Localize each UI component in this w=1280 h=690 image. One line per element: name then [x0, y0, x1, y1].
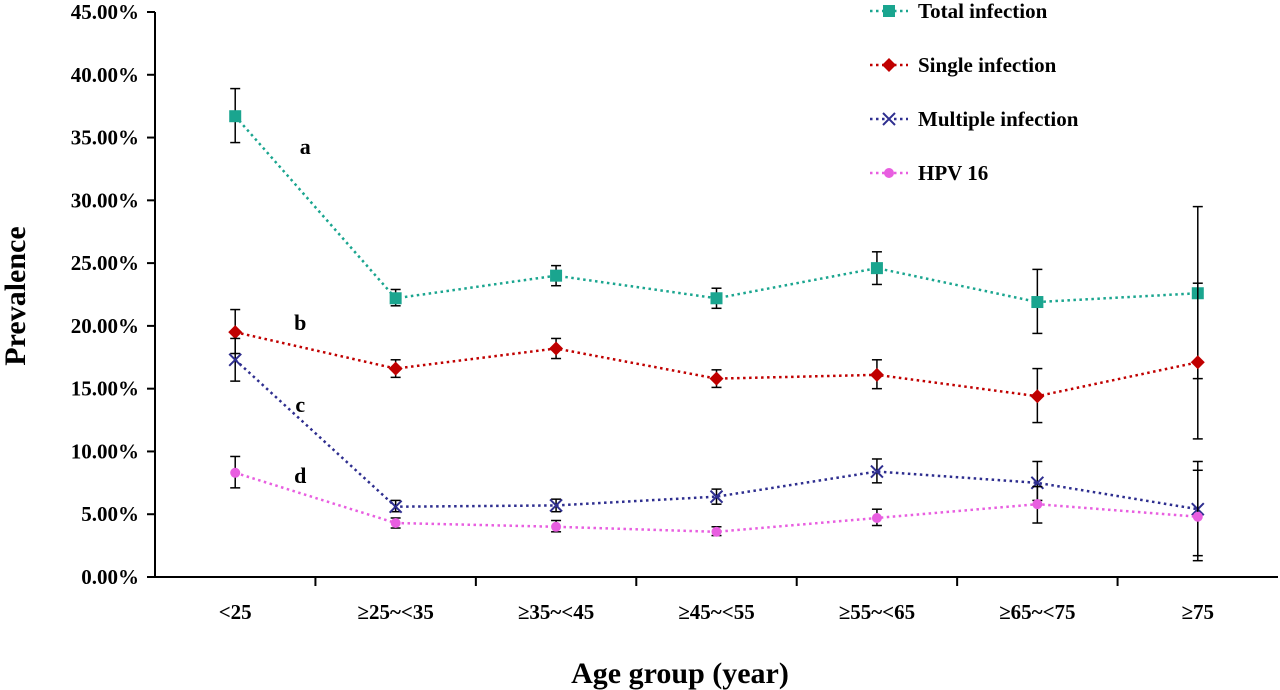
data-point	[1192, 511, 1203, 522]
data-point	[549, 498, 563, 513]
legend: Total infection Single infection Multiple …	[870, 0, 1079, 185]
annotation-d: d	[294, 463, 306, 488]
legend-item: Single infection	[870, 53, 1057, 77]
annotation-c: c	[295, 392, 305, 417]
data-point	[870, 262, 883, 275]
y-tick-label: 10.00%	[71, 439, 139, 463]
x-tick-label: ≥65~<75	[999, 600, 1075, 624]
data-point	[388, 499, 403, 514]
x-axis-title: Age group (year)	[571, 657, 789, 690]
series-hpv-16	[230, 455, 1203, 562]
data-point	[228, 353, 242, 367]
annotation-a: a	[300, 134, 311, 159]
series-single-infection	[228, 282, 1205, 440]
data-point	[869, 367, 884, 382]
legend-marker	[883, 5, 895, 17]
y-tick-label: 25.00%	[71, 251, 139, 275]
y-tick-label: 0.00%	[81, 565, 139, 589]
y-tick-label: 40.00%	[71, 63, 139, 87]
y-tick-label: 35.00%	[71, 126, 139, 150]
legend-label: Single infection	[918, 53, 1057, 77]
data-point	[870, 464, 884, 479]
annotation-b: b	[294, 310, 306, 335]
x-tick-label: ≥25~<35	[357, 600, 433, 624]
series-total-infection	[229, 87, 1204, 380]
data-point	[1031, 296, 1044, 309]
data-point	[388, 361, 403, 376]
y-axis-ticks: 0.00% 5.00% 10.00% 15.00% 20.00% 25.00% 30.00%…	[71, 0, 155, 589]
legend-item: Total infection	[870, 0, 1048, 23]
y-tick-label: 30.00%	[71, 188, 139, 212]
data-point	[230, 467, 241, 478]
x-axis-ticks: <25 ≥25~<35 ≥35~<45 ≥45~<55 ≥55~<65 ≥65~<75 ≥7…	[219, 577, 1214, 624]
data-point	[871, 512, 882, 523]
y-tick-label: 45.00%	[71, 0, 139, 24]
data-point	[1030, 389, 1045, 404]
data-point	[1032, 499, 1043, 510]
data-point	[709, 371, 724, 386]
x-tick-label: ≥45~<55	[678, 600, 754, 624]
data-point	[551, 521, 562, 532]
series-layer	[228, 87, 1205, 562]
data-point	[390, 518, 401, 529]
curve-annotations: a b c d	[294, 134, 311, 488]
y-tick-label: 5.00%	[81, 502, 139, 526]
data-point	[228, 325, 243, 340]
x-tick-label: ≥35~<45	[518, 600, 594, 624]
data-point	[549, 341, 564, 356]
legend-marker	[882, 112, 896, 126]
x-tick-label: <25	[219, 600, 252, 624]
data-point	[550, 269, 563, 282]
legend-item: Multiple infection	[870, 107, 1079, 131]
legend-label: Total infection	[918, 0, 1048, 23]
x-tick-label: ≥55~<65	[839, 600, 915, 624]
y-axis-title: Prevalence	[0, 226, 32, 365]
series-line	[234, 115, 1198, 304]
data-point	[229, 110, 242, 123]
legend-marker	[884, 168, 894, 178]
legend-label: HPV 16	[918, 161, 988, 185]
y-tick-label: 15.00%	[71, 377, 139, 401]
data-point	[389, 292, 402, 305]
data-point	[710, 292, 723, 305]
data-point	[709, 489, 724, 504]
legend-item: HPV 16	[870, 161, 988, 185]
data-point	[711, 526, 722, 537]
legend-label: Multiple infection	[918, 107, 1079, 131]
gridless-plot-area	[154, 12, 1278, 578]
x-tick-label: ≥75	[1182, 600, 1215, 624]
y-tick-label: 20.00%	[71, 314, 139, 338]
data-point	[1190, 355, 1205, 370]
legend-marker	[882, 58, 896, 72]
